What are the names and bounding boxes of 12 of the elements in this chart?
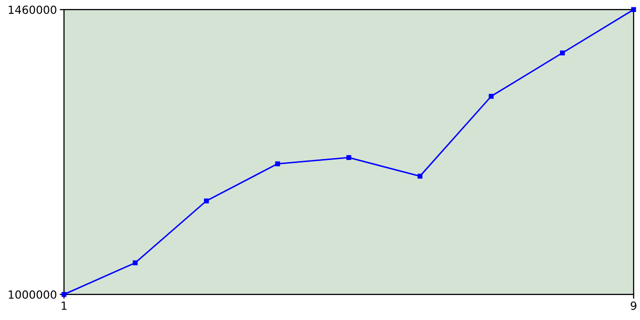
point xyxy=(560,50,565,56)
x-tick-label: 1 xyxy=(62,302,67,310)
point xyxy=(132,260,138,266)
x-tick-label: 9 xyxy=(630,302,636,310)
point xyxy=(418,174,422,179)
point xyxy=(631,7,636,12)
point xyxy=(204,198,209,204)
point xyxy=(488,94,494,99)
y-tick-label: 1460000 xyxy=(8,6,56,14)
point xyxy=(275,161,280,166)
y-tick-label: 1000000 xyxy=(8,290,56,299)
point xyxy=(346,155,352,160)
